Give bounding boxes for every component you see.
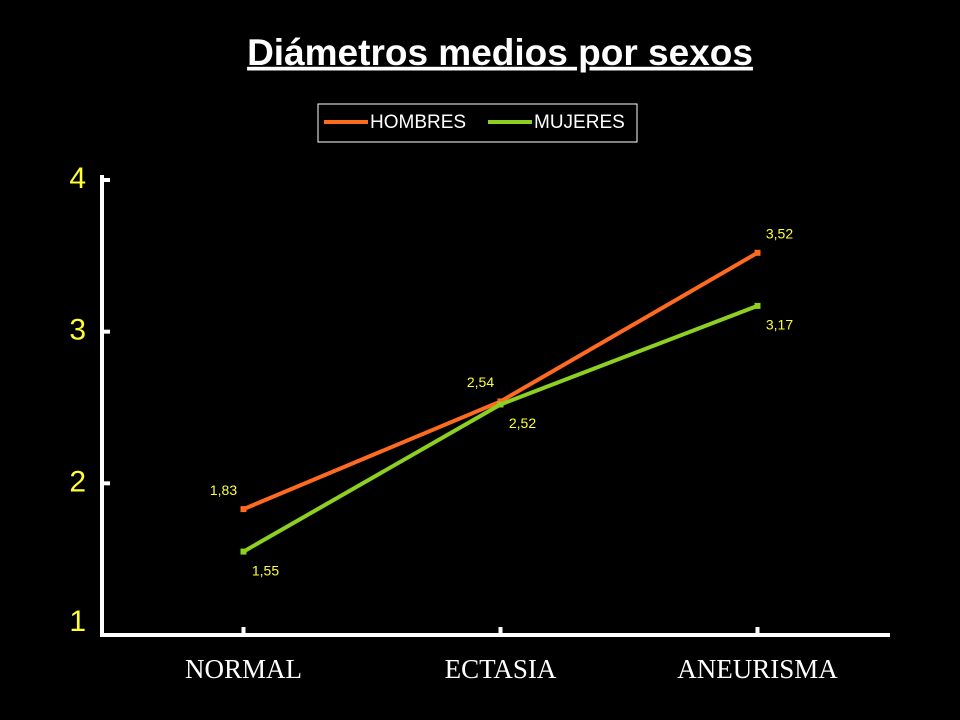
legend-label: HOMBRES: [370, 112, 466, 133]
legend-box: [317, 103, 638, 143]
data-label: 3,17: [766, 317, 793, 333]
point: [754, 302, 761, 309]
data-label: 3,52: [766, 226, 793, 242]
point: [497, 401, 504, 408]
point: [240, 548, 247, 555]
legend-label: MUJERES: [534, 112, 625, 133]
x-tick-label: ANEURISMA: [677, 654, 838, 684]
y-tick-label: 4: [69, 162, 86, 195]
data-label: 1,55: [252, 562, 279, 578]
data-label: 2,54: [467, 374, 494, 390]
data-label: 1,83: [210, 482, 237, 498]
point: [497, 398, 504, 405]
chart-title: Diámetros medios por sexos: [247, 32, 753, 73]
point: [754, 249, 761, 256]
y-tick-label: 2: [69, 465, 86, 498]
data-label: 2,52: [509, 415, 536, 431]
y-tick-label: 1: [69, 605, 86, 638]
point: [240, 506, 247, 513]
x-tick-label: ECTASIA: [445, 654, 557, 684]
y-tick-label: 3: [69, 314, 86, 347]
x-tick-label: NORMAL: [185, 654, 302, 684]
